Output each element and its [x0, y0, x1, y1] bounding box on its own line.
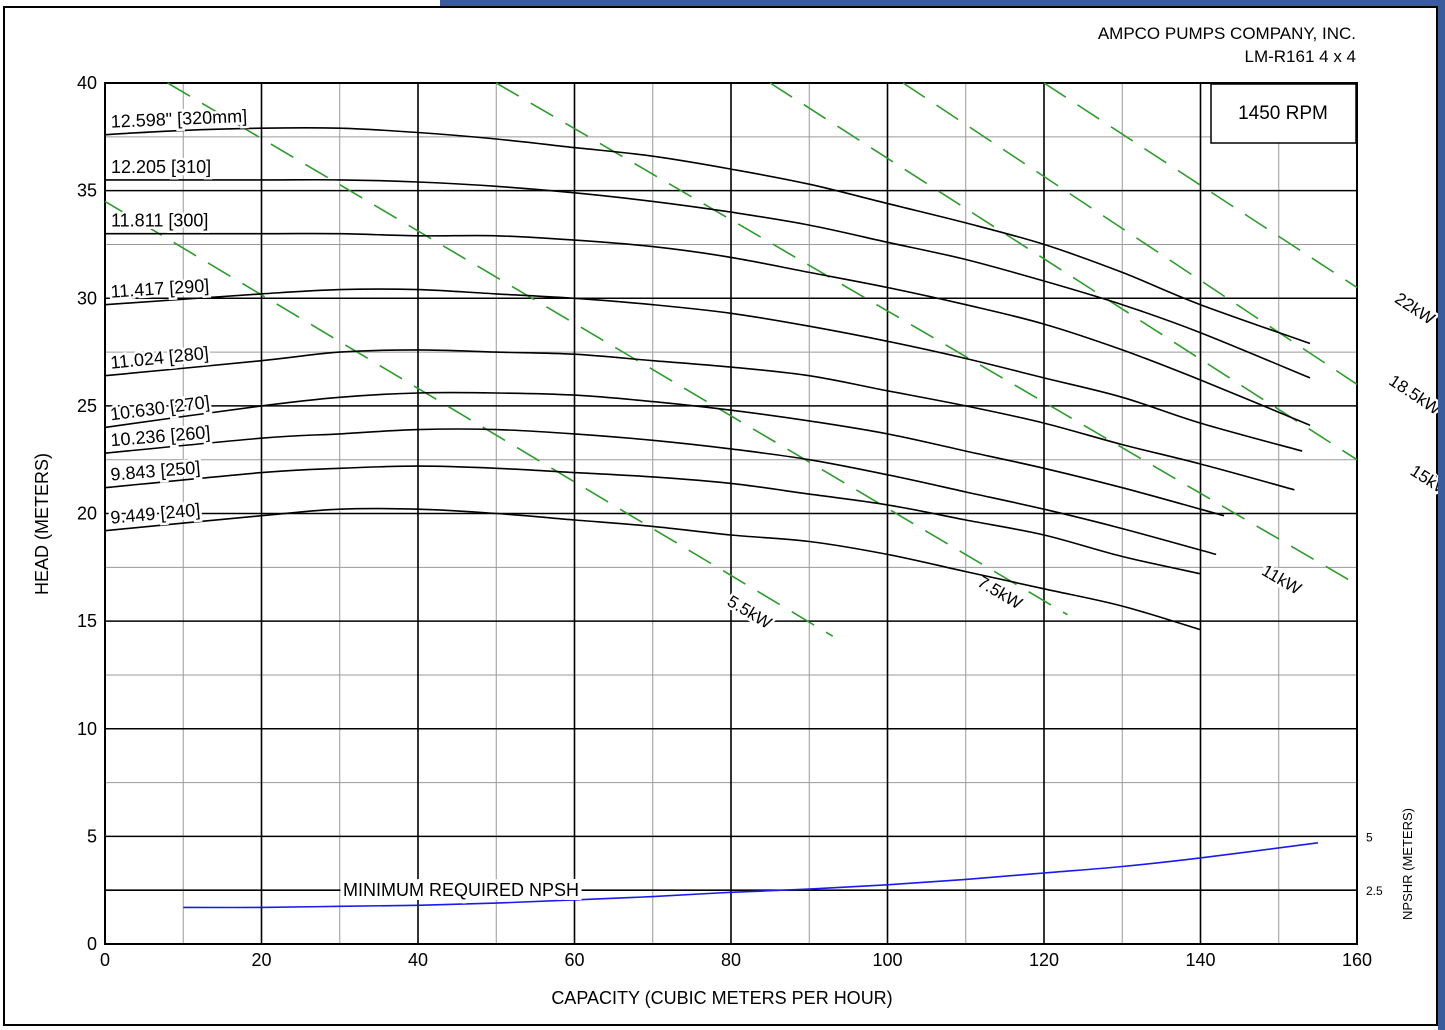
window-side-accent-bar — [1438, 0, 1445, 1030]
y-tick-label: 35 — [77, 181, 97, 201]
power-line — [167, 82, 1068, 616]
impeller-curve-label: 11.024 [280] — [109, 343, 209, 373]
x-tick-label: 120 — [1029, 950, 1059, 970]
impeller-curve-label: 12.598" [320mm] — [110, 106, 247, 132]
impeller-curve — [104, 391, 1225, 517]
company-name: AMPCO PUMPS COMPANY, INC. — [1098, 24, 1356, 43]
impeller-curve — [104, 507, 1201, 631]
impeller-curve-label: 10.236 [260] — [110, 422, 211, 450]
y2-tick-label: 5 — [1366, 830, 1373, 844]
x-tick-label: 140 — [1185, 950, 1215, 970]
impeller-curve — [104, 349, 1295, 491]
impeller-curve — [104, 288, 1303, 452]
y-tick-label: 25 — [77, 396, 97, 416]
power-line — [1043, 82, 1358, 289]
y-tick-label: 15 — [77, 611, 97, 631]
npsh-curve-group: MINIMUM REQUIRED NPSH — [183, 842, 1319, 909]
power-line-label: 15kW — [1407, 461, 1438, 500]
power-line-label: 18.5kW — [1386, 371, 1438, 419]
y-tick-label: 20 — [77, 504, 97, 524]
impeller-curve-label: 11.811 [300] — [111, 211, 208, 231]
power-line-label: 22kW — [1391, 289, 1438, 329]
grid — [104, 82, 1358, 945]
power-line — [495, 82, 1358, 586]
y-tick-label: 40 — [77, 73, 97, 93]
axes: 0 20 40 60 80 100 120 140 160 0 5 10 15 20 25 30 35 40 2.5… — [77, 73, 1383, 970]
y2-tick-label: 2.5 — [1366, 884, 1383, 898]
x-tick-label: 160 — [1342, 950, 1372, 970]
y-axis-label: HEAD (METERS) — [32, 453, 52, 595]
power-line — [104, 200, 834, 637]
x-tick-label: 0 — [100, 950, 110, 970]
impeller-curve — [104, 178, 1311, 379]
impeller-curve — [104, 465, 1201, 575]
plot-border — [104, 82, 1358, 945]
impeller-curve-label: 12.205 [310] — [111, 157, 211, 177]
y2-axis-label: NPSHR (METERS) — [1400, 808, 1415, 920]
pump-model: LM-R161 4 x 4 — [1245, 47, 1357, 66]
y-tick-label: 10 — [77, 719, 97, 739]
rpm-box — [1210, 83, 1357, 144]
window-top-accent-bar — [440, 0, 1445, 10]
x-axis-label: CAPACITY (CUBIC METERS PER HOUR) — [551, 988, 892, 1008]
power-line — [769, 82, 1358, 461]
x-tick-label: 80 — [721, 950, 741, 970]
rpm-label: 1450 RPM — [1238, 103, 1328, 124]
chart-frame — [3, 6, 1438, 1026]
power-line-label: 11kW — [1258, 561, 1304, 599]
npsh-curve-label: MINIMUM REQUIRED NPSH — [343, 880, 579, 900]
impeller-curve — [105, 232, 1311, 426]
impeller-curve — [104, 126, 1311, 345]
y-tick-label: 30 — [77, 288, 97, 308]
x-tick-label: 100 — [872, 950, 902, 970]
impeller-curve-label: 9.843 [250] — [110, 457, 201, 484]
impeller-curves: 12.598" [320mm] 12.205 [310] 11.811 [300] 1… — [104, 103, 1311, 631]
x-tick-label: 20 — [251, 950, 271, 970]
y-tick-label: 0 — [87, 934, 97, 954]
x-tick-label: 60 — [564, 950, 584, 970]
npsh-curve — [183, 842, 1319, 909]
y-tick-label: 5 — [87, 826, 97, 846]
impeller-curve — [104, 428, 1217, 556]
x-tick-label: 40 — [408, 950, 428, 970]
